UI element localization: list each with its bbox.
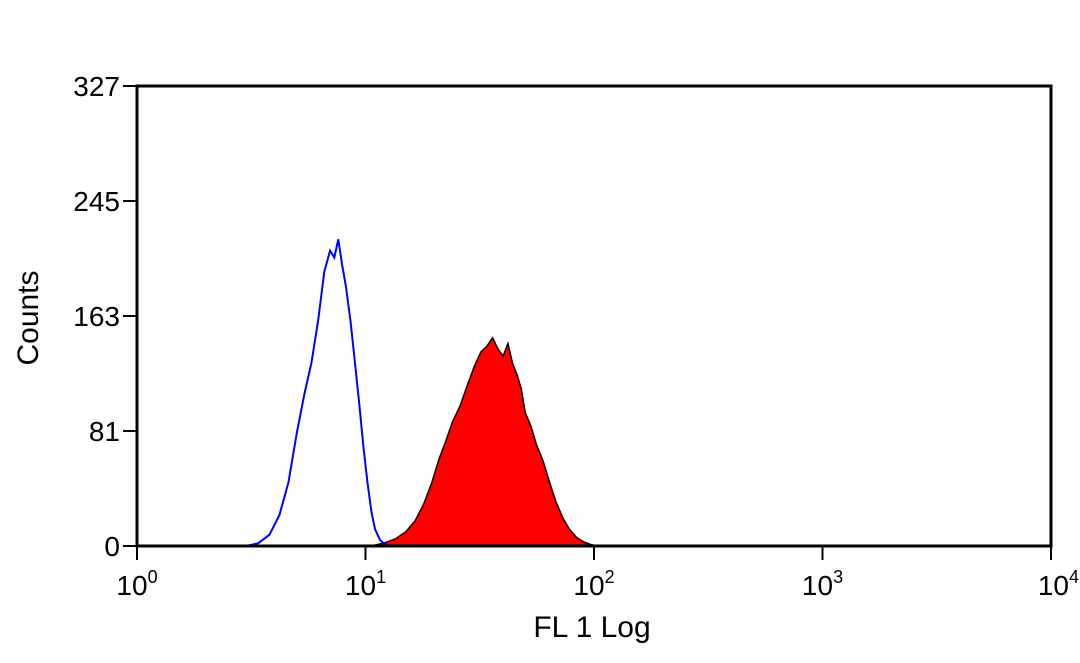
histogram-series-1 bbox=[370, 336, 599, 547]
y-tick-label: 81 bbox=[89, 416, 120, 447]
x-tick-label: 102 bbox=[573, 567, 614, 601]
y-tick-label: 245 bbox=[73, 186, 120, 217]
x-axis-title: FL 1 Log bbox=[533, 611, 650, 644]
plot-frame bbox=[135, 84, 1053, 548]
y-tick-label: 0 bbox=[104, 531, 120, 562]
y-tick-label: 163 bbox=[73, 301, 120, 332]
y-axis-title: Counts bbox=[12, 270, 45, 365]
x-tick-label: 100 bbox=[116, 567, 157, 601]
ticks-layer: 0 81 163 245 327 100 101 102 103 104 bbox=[73, 71, 1079, 601]
y-tick-label: 327 bbox=[73, 71, 120, 102]
histogram-series-2 bbox=[231, 239, 389, 547]
x-tick-label: 104 bbox=[1038, 567, 1079, 601]
x-tick-label: 101 bbox=[345, 567, 386, 601]
x-tick-label: 103 bbox=[802, 567, 843, 601]
series-layer bbox=[231, 239, 599, 547]
